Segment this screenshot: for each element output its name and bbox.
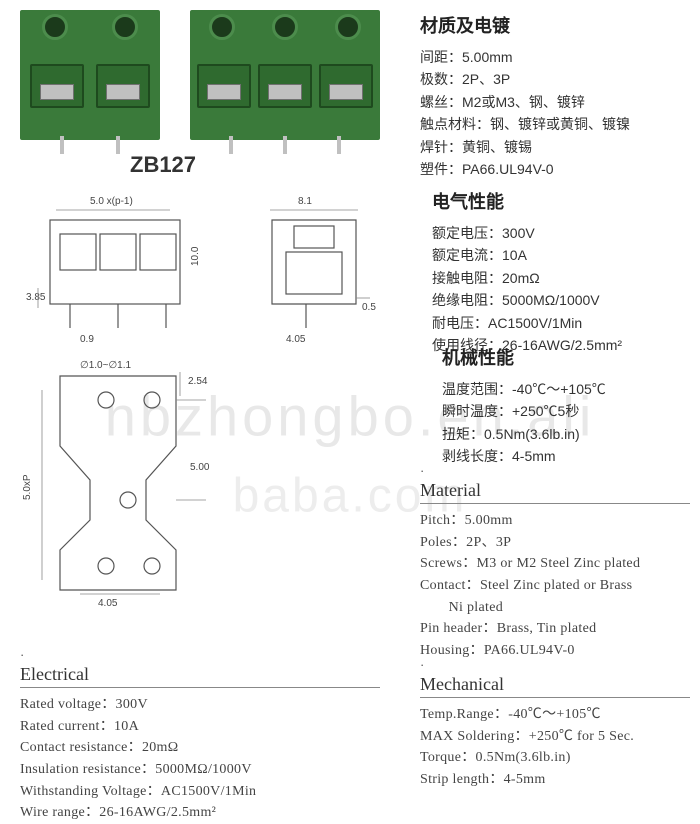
spec-line: Wire range：26-16AWG/2.5mm² (20, 802, 380, 824)
en-electrical-section: · Electrical Rated voltage：300V Rated cu… (20, 646, 380, 824)
section-title: 机械性能 (442, 344, 692, 370)
spec-line: 极数：2P、3P (420, 68, 690, 90)
spec-line: 塑件：PA66.UL94V-0 (420, 158, 690, 180)
section-title: 电气性能 (432, 188, 692, 214)
svg-text:∅1.0~∅1.1: ∅1.0~∅1.1 (80, 360, 132, 371)
spec-line: 瞬时温度：+250℃5秒 (442, 400, 692, 422)
spec-line: 触点材料：钢、镀锌或黄铜、镀镍 (420, 113, 690, 135)
spec-line: Rated current：10A (20, 716, 380, 738)
drawing-front: 5.0 x(p-1) 3.85 0.9 10.0 (20, 190, 220, 350)
spec-line: Pitch：5.00mm (420, 510, 690, 532)
spec-line: Temp.Range：-40℃～+105℃ (420, 704, 690, 726)
product-photos (20, 10, 380, 140)
spec-line: 焊针：黄铜、镀锡 (420, 136, 690, 158)
spec-line: 绝缘电阻：5000MΩ/1000V (432, 289, 692, 311)
spec-line: 间距：5.00mm (420, 46, 690, 68)
svg-text:0.9: 0.9 (80, 334, 94, 345)
model-number: ZB127 (130, 152, 196, 178)
section-title: Mechanical (420, 674, 690, 698)
spec-line: MAX Soldering：+250℃ for 5 Sec. (420, 726, 690, 748)
svg-text:4.05: 4.05 (98, 598, 118, 609)
svg-text:0.5: 0.5 (362, 302, 376, 313)
spec-line: 温度范围：-40℃～+105℃ (442, 378, 692, 400)
svg-text:4.05: 4.05 (286, 334, 306, 345)
spec-line: Poles：2P、3P (420, 532, 690, 554)
drawing-side: 8.1 4.05 0.5 (246, 190, 386, 350)
spec-line: 接触电阻：20mΩ (432, 267, 692, 289)
cn-mechanical-section: 机械性能 温度范围：-40℃～+105℃ 瞬时温度：+250℃5秒 扭矩：0.5… (442, 344, 692, 468)
spec-line: 额定电压：300V (432, 222, 692, 244)
product-3p (190, 10, 380, 140)
svg-text:10.0: 10.0 (190, 246, 201, 266)
spec-line: Strip length：4-5mm (420, 769, 690, 791)
spec-line: Torque：0.5Nm(3.6lb.in) (420, 747, 690, 769)
cn-electrical-section: 电气性能 额定电压：300V 额定电流：10A 接触电阻：20mΩ 绝缘电阻：5… (432, 188, 692, 356)
svg-text:5.00: 5.00 (190, 462, 210, 473)
spec-line: 扭矩：0.5Nm(3.6lb.in) (442, 423, 692, 445)
spec-line: Pin header：Brass, Tin plated (420, 618, 690, 640)
svg-text:5.0 x(p-1): 5.0 x(p-1) (90, 196, 133, 207)
spec-line: 耐电压：AC1500V/1Min (432, 312, 692, 334)
section-title: Electrical (20, 664, 380, 688)
spec-line: Ni plated (420, 597, 690, 619)
spec-line: Contact resistance：20mΩ (20, 737, 380, 759)
cn-material-section: 材质及电镀 间距：5.00mm 极数：2P、3P 螺丝：M2或M3、钢、镀锌 触… (420, 12, 690, 180)
drawing-pcb: ∅1.0~∅1.1 2.54 5.0xP 5.00 4.05 (20, 350, 280, 610)
spec-line: Insulation resistance：5000MΩ/1000V (20, 759, 380, 781)
svg-text:2.54: 2.54 (188, 376, 208, 387)
section-title: 材质及电镀 (420, 12, 690, 38)
spec-line: Screws：M3 or M2 Steel Zinc plated (420, 553, 690, 575)
en-material-section: · Material Pitch：5.00mm Poles：2P、3P Scre… (420, 462, 690, 662)
spec-line: Withstanding Voltage：AC1500V/1Min (20, 781, 380, 803)
spec-line: 额定电流：10A (432, 244, 692, 266)
technical-drawings: 5.0 x(p-1) 3.85 0.9 10.0 8.1 (20, 190, 400, 615)
en-mechanical-section: · Mechanical Temp.Range：-40℃～+105℃ MAX S… (420, 656, 690, 791)
svg-text:8.1: 8.1 (298, 196, 312, 207)
svg-text:5.0xP: 5.0xP (22, 474, 33, 500)
bullet-icon: · (20, 647, 24, 662)
bullet-icon: · (420, 657, 424, 672)
svg-text:3.85: 3.85 (26, 292, 46, 303)
spec-line: 螺丝：M2或M3、钢、镀锌 (420, 91, 690, 113)
spec-line: Rated voltage：300V (20, 694, 380, 716)
section-title: Material (420, 480, 690, 504)
bullet-icon: · (420, 463, 424, 478)
spec-line: Contact：Steel Zinc plated or Brass (420, 575, 690, 597)
product-2p (20, 10, 160, 140)
